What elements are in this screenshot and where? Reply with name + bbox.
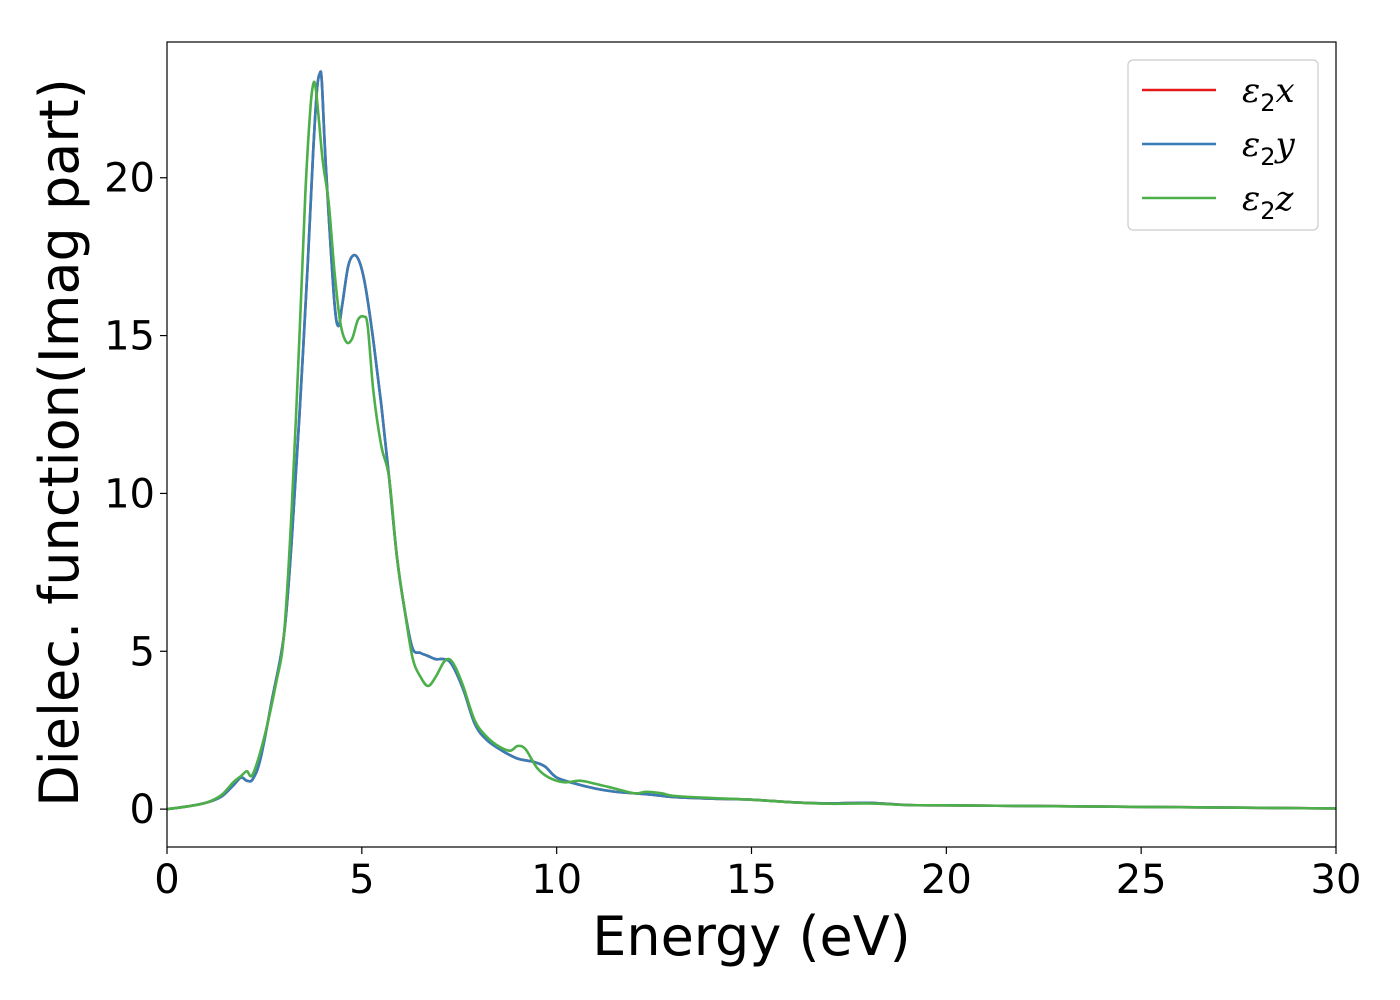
series-line-z bbox=[167, 80, 1336, 811]
y-tick-label: 0 bbox=[130, 787, 155, 833]
y-tick-label: 5 bbox=[130, 629, 155, 675]
x-axis-title: Energy (eV) bbox=[592, 905, 911, 968]
series-layer bbox=[167, 70, 1336, 811]
x-tick-label: 20 bbox=[921, 857, 972, 903]
x-tick-label: 30 bbox=[1311, 857, 1362, 903]
y-tick-label: 15 bbox=[104, 314, 155, 360]
x-tick-label: 0 bbox=[154, 857, 179, 903]
axes-frame bbox=[166, 41, 1337, 848]
x-tick-label: 25 bbox=[1116, 857, 1167, 903]
ticks-layer: 0 5 10 15 20 25 30 0 5 10 15 20 bbox=[104, 156, 1361, 903]
legend-label-y: ε2y bbox=[1242, 125, 1296, 171]
legend-label-z: ε2z bbox=[1242, 179, 1295, 225]
legend: ε2x ε2y ε2z bbox=[1127, 59, 1319, 231]
legend-box bbox=[1127, 59, 1319, 231]
x-tick-label: 5 bbox=[349, 857, 374, 903]
x-tick-label: 15 bbox=[726, 857, 777, 903]
y-axis-title: Dielec. function(Imag part) bbox=[28, 78, 91, 807]
y-tick-label: 20 bbox=[104, 156, 155, 202]
y-tick-label: 10 bbox=[104, 471, 155, 517]
x-tick-label: 10 bbox=[531, 857, 582, 903]
legend-label-x: ε2x bbox=[1242, 71, 1295, 117]
